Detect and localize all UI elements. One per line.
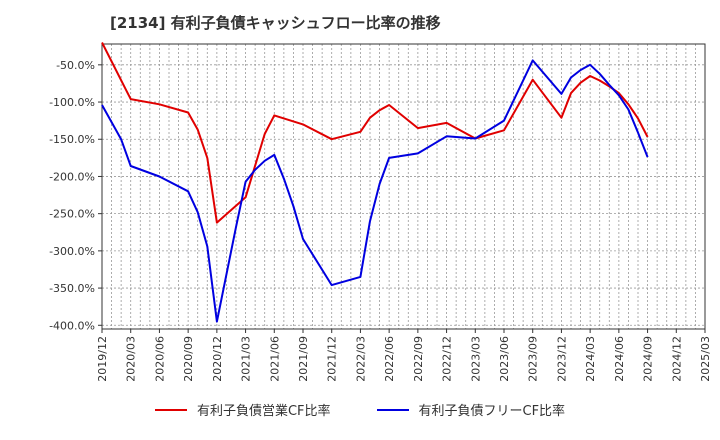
x-tick-label: 2021/03 — [240, 336, 253, 382]
y-tick-label: -50.0% — [56, 59, 95, 72]
x-tick-label: 2023/06 — [498, 336, 511, 382]
x-tick-label: 2021/06 — [268, 336, 281, 382]
x-axis-ticks: 2019/12 2020/03 2020/06 2020/09 2020/12 2021/… — [96, 329, 712, 382]
x-tick-label: 2025/03 — [699, 336, 712, 382]
legend-label: 有利子負債フリーCF比率 — [418, 404, 566, 419]
y-tick-label: -400.0% — [49, 319, 95, 332]
x-tick-label: 2020/03 — [125, 336, 138, 382]
x-tick-label: 2023/03 — [469, 336, 482, 382]
legend-label: 有利子負債営業CF比率 — [196, 404, 331, 419]
x-tick-label: 2024/03 — [584, 336, 597, 382]
legend-swatch-red — [154, 408, 187, 411]
x-tick-label: 2020/06 — [153, 336, 166, 382]
x-tick-label: 2023/12 — [555, 336, 568, 382]
y-tick-label: -150.0% — [49, 133, 95, 146]
line-chart: -50.0% -100.0% -150.0% -200.0% -250.0% -300.0… — [49, 42, 712, 382]
y-tick-label: -200.0% — [49, 170, 95, 183]
x-tick-label: 2024/06 — [613, 336, 626, 382]
series-line-1 — [101, 42, 649, 224]
y-tick-label: -250.0% — [49, 208, 95, 221]
series-line-2 — [101, 59, 649, 323]
legend: 有利子負債営業CF比率 有利子負債フリーCF比率 — [0, 400, 720, 419]
y-tick-label: -300.0% — [49, 245, 95, 258]
grid-lines — [101, 44, 706, 329]
legend-item-operating-cf: 有利子負債営業CF比率 — [154, 400, 331, 419]
series-lines — [101, 42, 649, 323]
x-tick-label: 2021/12 — [326, 336, 339, 382]
x-tick-label: 2024/12 — [670, 336, 683, 382]
y-axis-ticks: -50.0% -100.0% -150.0% -200.0% -250.0% -300.0… — [49, 59, 102, 332]
x-tick-label: 2023/09 — [527, 336, 540, 382]
y-tick-label: -350.0% — [49, 282, 95, 295]
x-tick-label: 2022/03 — [354, 336, 367, 382]
x-tick-label: 2022/12 — [441, 336, 454, 382]
legend-swatch-blue — [376, 408, 409, 411]
x-tick-label: 2022/06 — [383, 336, 396, 382]
x-tick-label: 2019/12 — [96, 336, 109, 382]
x-tick-label: 2024/09 — [642, 336, 655, 382]
x-tick-label: 2021/09 — [297, 336, 310, 382]
x-tick-label: 2022/09 — [412, 336, 425, 382]
y-tick-label: -100.0% — [49, 96, 95, 109]
plot-frame — [101, 43, 706, 330]
x-tick-label: 2020/09 — [182, 336, 195, 382]
legend-item-free-cf: 有利子負債フリーCF比率 — [376, 400, 566, 419]
x-tick-label: 2020/12 — [211, 336, 224, 382]
chart-title: [2134] 有利子負債キャッシュフロー比率の推移 — [110, 14, 441, 32]
